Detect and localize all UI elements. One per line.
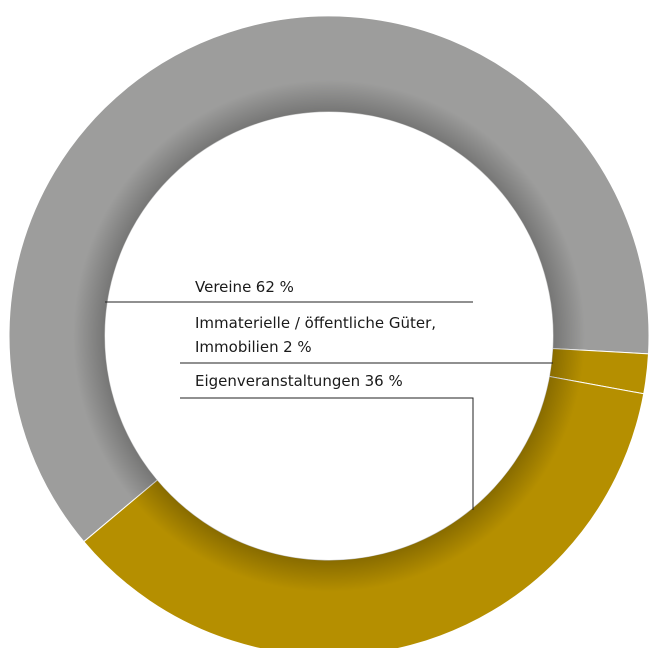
leader-line bbox=[180, 397, 474, 510]
segment-label: Vereine 62 % bbox=[195, 275, 495, 299]
segment-label: Eigenveranstaltungen 36 % bbox=[195, 369, 495, 393]
segment-label: Immaterielle / öffentliche Güter, Immobi… bbox=[195, 311, 495, 359]
category-name: Eigenveranstaltungen bbox=[195, 372, 361, 390]
value-label: 2 % bbox=[283, 338, 312, 356]
value-label: 36 % bbox=[364, 372, 403, 390]
value-label: 62 % bbox=[255, 278, 294, 296]
hole bbox=[105, 112, 553, 560]
category-name: Vereine bbox=[195, 278, 252, 296]
category-name: Immaterielle / öffentliche Güter, Immobi… bbox=[195, 314, 437, 356]
